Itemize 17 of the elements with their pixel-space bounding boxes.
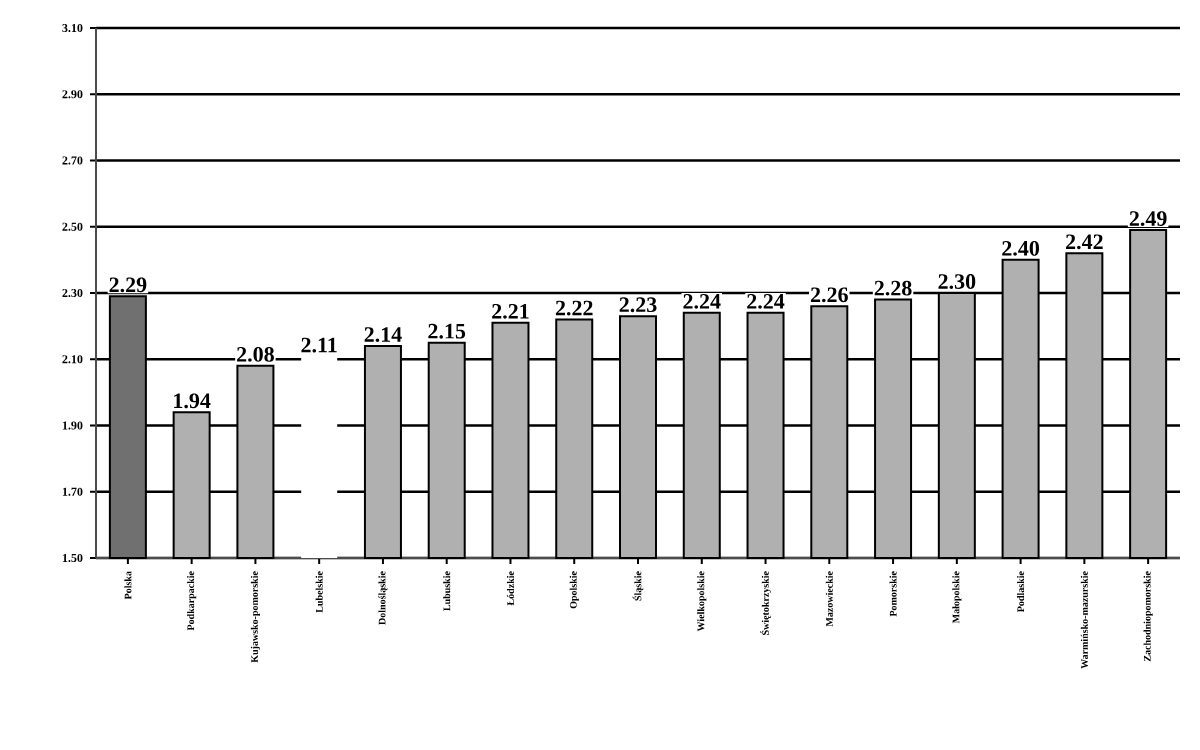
data-label: 2.42	[1066, 234, 1103, 250]
data-label: 2.21	[492, 303, 529, 319]
data-label: 2.24	[683, 294, 721, 309]
data-label: 2.24	[747, 294, 785, 309]
data-label: 2.14	[364, 327, 402, 342]
data-label: 2.28	[874, 280, 912, 296]
data-label: 2.26	[810, 287, 848, 303]
data-label: 2.08	[237, 346, 274, 362]
data-label: 2.22	[555, 300, 593, 316]
data-label: 2.49	[1129, 211, 1167, 227]
data-label: 2.15	[428, 323, 466, 339]
data-label: 2.23	[619, 297, 657, 313]
data-label: 1.94	[174, 393, 211, 409]
data-label: 2.11	[301, 337, 337, 353]
data-label: 2.40	[1002, 240, 1040, 256]
data-label: 2.30	[938, 274, 976, 289]
data-label: 2.29	[109, 277, 147, 293]
